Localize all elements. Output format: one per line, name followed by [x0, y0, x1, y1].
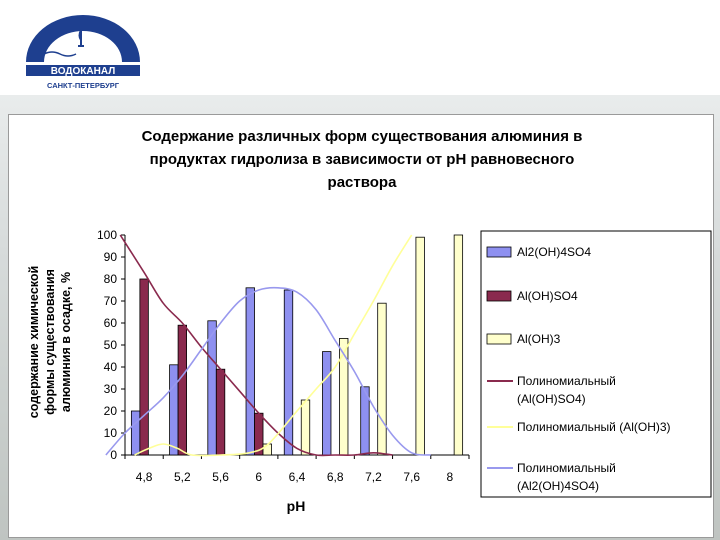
y-tick-label: 90: [104, 250, 118, 264]
legend-label: Al2(OH)4SO4: [517, 245, 591, 259]
y-tick-label: 100: [97, 228, 117, 242]
trendline-al2-oh-4so4: [105, 286, 431, 456]
y-axis-label-line-2: формы существования: [43, 269, 57, 415]
y-tick-label: 80: [104, 272, 118, 286]
trendline-al-oh-so4: [119, 234, 393, 457]
bar-al2-oh-4so4: [360, 386, 370, 456]
bar-al2-oh-4so4: [169, 364, 179, 456]
chart-area: Содержание различных форм существования …: [27, 128, 712, 514]
legend-label: Полиномиальный: [517, 374, 616, 388]
legend-label: Полиномиальный (Al(OH)3): [517, 420, 671, 434]
bar-al2-oh-4so4: [322, 351, 332, 456]
bar-al-oh-3: [377, 302, 387, 456]
legend-item: Полиномиальный (Al(OH)3): [487, 420, 671, 434]
legend-box: [480, 230, 712, 498]
legend-swatch: [486, 290, 512, 302]
x-tick-label: 4,8: [136, 470, 153, 484]
y-tick-label: 30: [104, 382, 118, 396]
y-tick-label: 70: [104, 294, 118, 308]
x-tick-label: 6,4: [289, 470, 306, 484]
y-tick-label: 60: [104, 316, 118, 330]
legend-label: Полиномиальный: [517, 461, 616, 475]
x-tick-label: 6,8: [327, 470, 344, 484]
legend-label: Al(OH)3: [517, 332, 561, 346]
y-tick-label: 40: [104, 360, 118, 374]
legend-label: (Al(OH)SO4): [517, 392, 586, 406]
bar-al2-oh-4so4: [130, 410, 141, 456]
legend-item: Полиномиальный (Al(OH)SO4): [487, 374, 616, 406]
y-axis-label: содержание химической формы существовани…: [27, 266, 73, 418]
x-tick-label: 7,6: [403, 470, 420, 484]
legend-item: Al(OH)SO4: [486, 289, 578, 303]
y-axis-label-line-3: алюминия в осадке, %: [59, 272, 73, 412]
chart-title-line-2: продуктах гидролиза в зависимости от рН …: [150, 151, 575, 168]
bar-al-oh-3: [415, 236, 425, 456]
logo-city: САНКТ-ПЕТЕРБУРГ: [47, 81, 120, 90]
legend-label: Al(OH)SO4: [517, 289, 578, 303]
y-axis-label-line-1: содержание химической: [27, 266, 41, 418]
legend-label: (Al2(OH)4SO4): [517, 479, 599, 493]
trendline-al-oh-3: [134, 234, 413, 457]
logo-name: ВОДОКАНАЛ: [51, 66, 115, 77]
chart-card: Содержание различных форм существования …: [8, 114, 714, 538]
chart-title-line-1: Содержание различных форм существования …: [142, 128, 583, 145]
legend-item: Al(OH)3: [486, 332, 561, 346]
bar-al-oh-so4: [177, 324, 187, 456]
chart-title-line-3: раствора: [328, 174, 398, 191]
bar-al-oh-so4: [215, 368, 226, 456]
y-tick-label: 50: [104, 338, 118, 352]
bar-al-oh-3: [453, 234, 464, 456]
plot-layer: 0 10 20 30 40 50 60 70 80 90 100 4,8 5,2 5,6 6 6,4 6,8 7,…: [97, 228, 470, 484]
legend-item: Al2(OH)4SO4: [486, 245, 591, 259]
legend-item: Полиномиальный (Al2(OH)4SO4): [487, 461, 616, 493]
x-tick-label: 5,6: [212, 470, 229, 484]
bar-al2-oh-4so4: [207, 320, 217, 456]
bar-al-oh-3: [300, 399, 311, 456]
x-axis-label: pH: [287, 498, 306, 514]
x-tick-label: 7,2: [365, 470, 382, 484]
y-tick-label: 0: [110, 448, 117, 462]
y-tick-label: 10: [104, 426, 118, 440]
vodokanal-logo: ВОДОКАНАЛ САНКТ-ПЕТЕРБУРГ: [18, 6, 148, 94]
bar-al-oh-3: [339, 337, 349, 456]
bar-al-oh-so4: [139, 278, 149, 456]
x-tick-label: 5,2: [174, 470, 191, 484]
x-tick-label: 8: [447, 470, 454, 484]
legend: Al2(OH)4SO4 Al(OH)SO4 Al(OH)3 Полиномиальны…: [486, 245, 671, 493]
bar-al2-oh-4so4: [245, 287, 255, 456]
y-tick-label: 20: [104, 404, 118, 418]
bar-al2-oh-4so4: [283, 289, 294, 456]
x-tick-label: 6: [255, 470, 262, 484]
legend-swatch: [486, 246, 512, 258]
legend-swatch: [486, 333, 512, 345]
